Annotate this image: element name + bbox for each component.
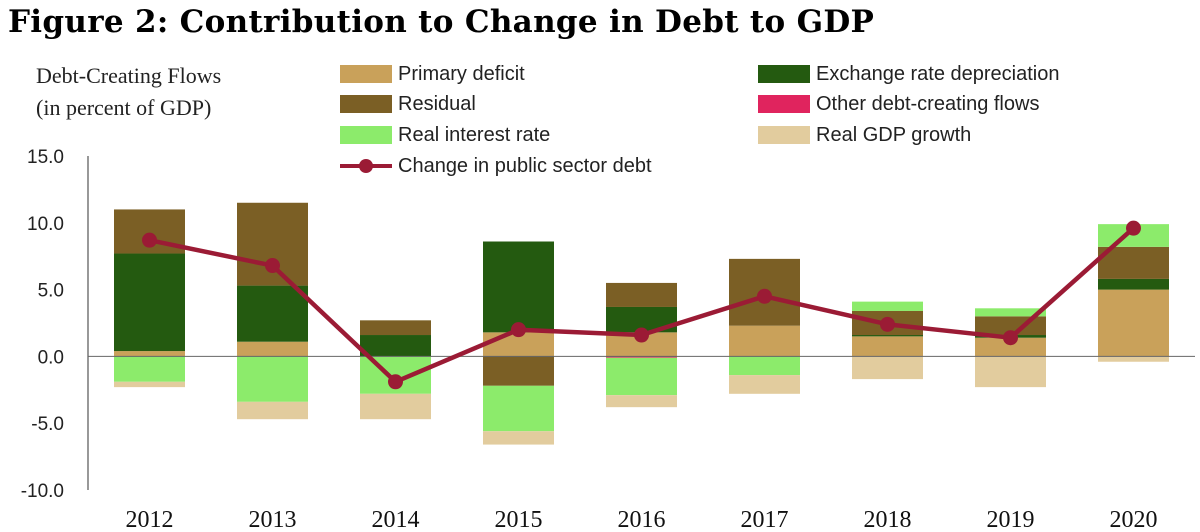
legend-swatch-primary-deficit bbox=[340, 65, 392, 83]
debt-change-point-2012 bbox=[142, 232, 157, 248]
bar-segment-real-gdp-growth-2017 bbox=[729, 375, 800, 394]
bar-segment-exchange-rate-depreciation-2014 bbox=[360, 335, 431, 357]
bar-segment-real-gdp-growth-2018 bbox=[852, 356, 923, 380]
y-axis-title-line2: (in percent of GDP) bbox=[36, 95, 212, 120]
legend-label-real-interest: Real interest rate bbox=[398, 123, 551, 146]
y-tick-label: 10.0 bbox=[27, 214, 64, 235]
legend-item-real-gdp: Real GDP growth bbox=[758, 121, 971, 149]
bar-segment-exchange-rate-depreciation-2013 bbox=[237, 285, 308, 342]
bar-segment-real-gdp-growth-2019 bbox=[975, 356, 1046, 388]
y-tick-label: 0.0 bbox=[38, 347, 64, 368]
x-tick-label-2013: 2013 bbox=[249, 507, 297, 532]
debt-change-point-2019 bbox=[1003, 330, 1018, 346]
y-tick-label: 15.0 bbox=[27, 147, 64, 168]
legend-item-residual: Residual bbox=[340, 90, 476, 118]
debt-change-point-2020 bbox=[1126, 220, 1141, 236]
debt-change-point-2014 bbox=[388, 374, 403, 390]
x-tick-label-2018: 2018 bbox=[864, 507, 912, 532]
debt-change-point-2016 bbox=[634, 327, 649, 343]
legend-item-debt-change: Change in public sector debt bbox=[340, 152, 652, 180]
legend-label-other-flows: Other debt-creating flows bbox=[816, 92, 1040, 115]
figure-title: Figure 2: Contribution to Change in Debt… bbox=[8, 4, 875, 40]
legend-item-exchange-rate: Exchange rate depreciation bbox=[758, 60, 1060, 88]
bar-segment-primary-deficit-2018 bbox=[852, 336, 923, 357]
legend-label-debt-change: Change in public sector debt bbox=[398, 154, 652, 177]
y-axis-title: Debt-Creating Flows (in percent of GDP) bbox=[36, 60, 221, 124]
bar-segment-residual-2015 bbox=[483, 356, 554, 386]
bar-segment-primary-deficit-2020 bbox=[1098, 289, 1169, 357]
legend-label-primary-deficit: Primary deficit bbox=[398, 62, 525, 85]
debt-change-point-2013 bbox=[265, 258, 280, 274]
legend-line-debt-change bbox=[340, 157, 392, 175]
x-tick-label-2017: 2017 bbox=[741, 507, 789, 532]
x-tick-label-2012: 2012 bbox=[126, 507, 174, 532]
x-tick-label-2020: 2020 bbox=[1110, 507, 1158, 532]
bar-segment-exchange-rate-depreciation-2012 bbox=[114, 253, 185, 352]
y-tick-label: 5.0 bbox=[38, 281, 64, 302]
legend-item-other-flows: Other debt-creating flows bbox=[758, 90, 1039, 118]
legend-label-exchange-rate: Exchange rate depreciation bbox=[816, 62, 1060, 85]
bar-segment-real-interest-rate-2018 bbox=[852, 301, 923, 311]
bar-segment-real-interest-rate-2016 bbox=[606, 357, 677, 396]
legend-swatch-real-interest bbox=[340, 126, 392, 144]
legend-item-primary-deficit: Primary deficit bbox=[340, 60, 525, 88]
x-tick-label-2014: 2014 bbox=[372, 507, 420, 532]
debt-change-point-2015 bbox=[511, 322, 526, 338]
bar-segment-other-debt-creating-flows-2016 bbox=[606, 356, 677, 358]
bar-segment-exchange-rate-depreciation-2020 bbox=[1098, 278, 1169, 290]
bar-segment-exchange-rate-depreciation-2018 bbox=[852, 335, 923, 337]
legend-label-real-gdp: Real GDP growth bbox=[816, 123, 972, 146]
legend-swatch-exchange-rate bbox=[758, 65, 810, 83]
bar-segment-real-gdp-growth-2012 bbox=[114, 381, 185, 388]
legend-swatch-real-gdp bbox=[758, 126, 810, 144]
x-tick-label-2016: 2016 bbox=[618, 507, 666, 532]
legend-item-real-interest: Real interest rate bbox=[340, 121, 550, 149]
y-axis-title-line1: Debt-Creating Flows bbox=[36, 63, 222, 88]
y-tick-label: -5.0 bbox=[31, 414, 64, 435]
bar-segment-real-gdp-growth-2020 bbox=[1098, 356, 1169, 362]
x-tick-label-2015: 2015 bbox=[495, 507, 543, 532]
bar-segment-real-interest-rate-2015 bbox=[483, 385, 554, 432]
debt-change-point-2017 bbox=[757, 288, 772, 304]
bar-segment-primary-deficit-2017 bbox=[729, 325, 800, 357]
bar-segment-primary-deficit-2012 bbox=[114, 351, 185, 357]
bar-segment-real-interest-rate-2013 bbox=[237, 356, 308, 402]
x-tick-label-2019: 2019 bbox=[987, 507, 1035, 532]
legend-label-residual: Residual bbox=[398, 92, 476, 115]
bar-segment-real-gdp-growth-2013 bbox=[237, 401, 308, 420]
legend-line-marker bbox=[359, 159, 373, 173]
bar-segment-real-interest-rate-2012 bbox=[114, 356, 185, 382]
bar-segment-exchange-rate-depreciation-2015 bbox=[483, 241, 554, 333]
bar-segment-real-gdp-growth-2015 bbox=[483, 431, 554, 445]
legend-swatch-other-flows bbox=[758, 95, 810, 113]
bar-segment-real-interest-rate-2017 bbox=[729, 356, 800, 376]
bar-segment-real-gdp-growth-2014 bbox=[360, 393, 431, 420]
legend-swatch-residual bbox=[340, 95, 392, 113]
bar-segment-residual-2014 bbox=[360, 320, 431, 336]
bar-segment-residual-2013 bbox=[237, 202, 308, 286]
bar-segment-primary-deficit-2013 bbox=[237, 341, 308, 357]
y-tick-label: -10.0 bbox=[21, 481, 64, 502]
bar-segment-real-gdp-growth-2016 bbox=[606, 395, 677, 408]
bar-segment-residual-2016 bbox=[606, 282, 677, 307]
debt-change-point-2018 bbox=[880, 316, 895, 332]
bar-segment-real-interest-rate-2019 bbox=[975, 308, 1046, 317]
bar-segment-primary-deficit-2019 bbox=[975, 337, 1046, 357]
